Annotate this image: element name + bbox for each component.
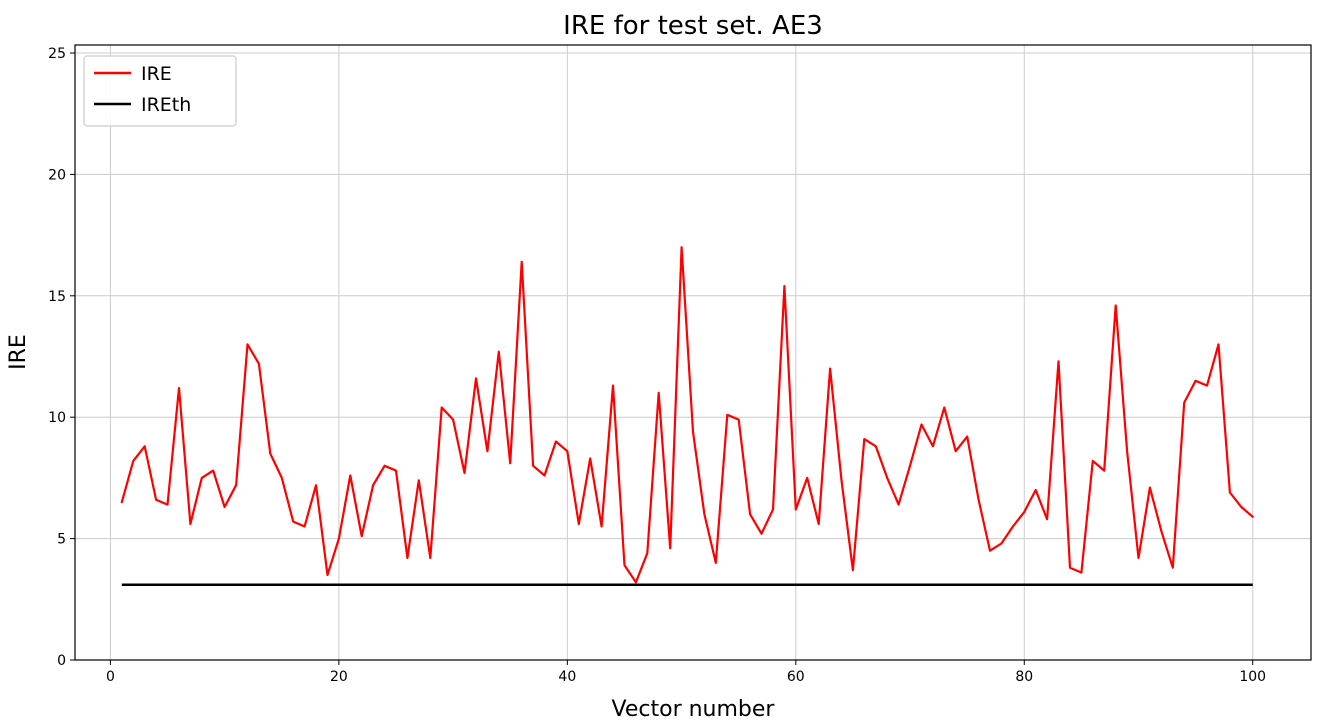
axis-ticks: 0 20 40 60 80 100 0 5 10 15 20 25 [48,46,1266,685]
x-axis-label: Vector number [612,697,776,722]
chart-title: IRE for test set. AE3 [563,11,823,41]
y-tick-label: 25 [48,46,66,62]
legend-label-ire: IRE [141,63,172,85]
x-tick-label: 20 [330,669,348,685]
x-tick-label: 60 [787,669,805,685]
x-tick-label: 0 [106,669,115,685]
legend-label-ireth: IREth [141,94,191,116]
series-line-ire [120,246,1254,584]
y-axis-label: IRE [6,334,31,370]
data-series [120,246,1254,586]
y-tick-label: 0 [57,653,66,669]
y-tick-label: 10 [48,410,66,426]
x-tick-label: 80 [1015,669,1033,685]
y-tick-label: 20 [48,167,66,183]
x-tick-label: 40 [558,669,576,685]
x-tick-label: 100 [1239,669,1266,685]
plot-border [74,44,1312,661]
legend: IRE IREth [83,55,237,127]
y-tick-label: 5 [57,532,66,548]
y-tick-label: 15 [48,289,66,305]
grid-lines [75,45,1311,661]
